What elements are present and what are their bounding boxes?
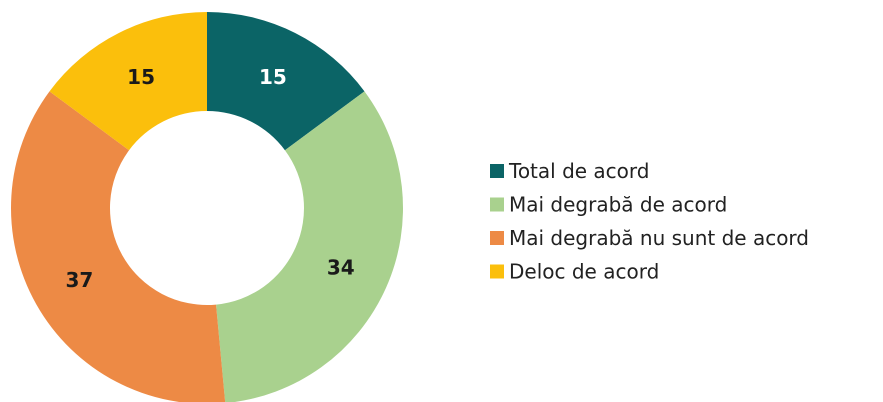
legend-label: Deloc de acord [509, 260, 659, 284]
legend-swatch [490, 264, 504, 279]
legend-swatch [490, 164, 504, 178]
data-label: 15 [259, 65, 287, 89]
legend-label: Mai degrabă de acord [509, 193, 727, 217]
data-label: 37 [65, 268, 93, 292]
donut-segment [216, 91, 403, 402]
legend-label: Mai degrabă nu sunt de acord [509, 226, 809, 250]
donut-segment [11, 91, 226, 402]
donut-segment [207, 12, 365, 151]
data-label: 15 [127, 65, 155, 89]
data-label: 34 [327, 256, 355, 280]
legend-swatch [490, 231, 504, 245]
legend-label: Total de acord [508, 159, 649, 183]
donut-segment [49, 12, 208, 151]
legend-swatch [490, 197, 504, 212]
